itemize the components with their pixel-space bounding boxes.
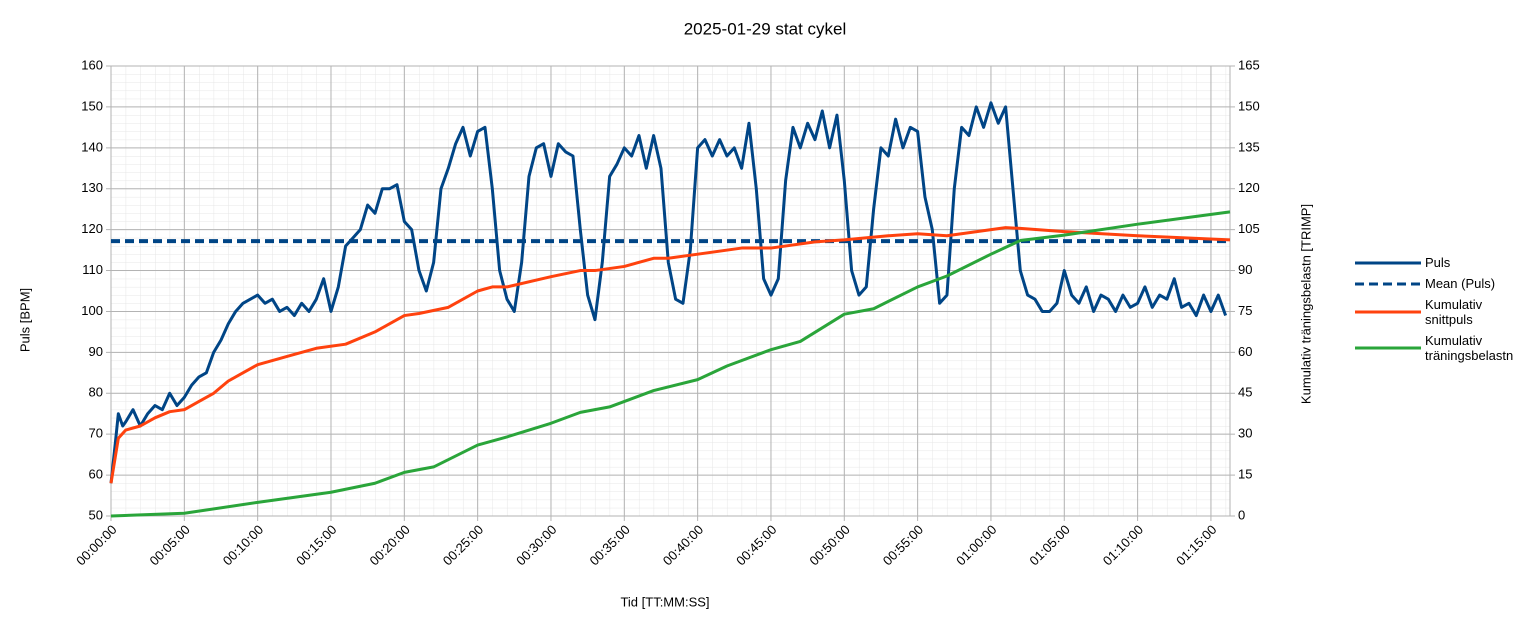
x-tick-label: 01:15:00: [1173, 522, 1219, 568]
y2-tick-label: 120: [1238, 180, 1260, 195]
y-tick-label: 110: [82, 262, 103, 277]
y-tick-label: 50: [89, 507, 103, 522]
y-tick-label: 80: [89, 385, 103, 400]
chart-title: 2025-01-29 stat cykel: [684, 19, 847, 38]
x-tick-label: 00:30:00: [513, 522, 559, 568]
y-tick-label: 150: [81, 98, 103, 113]
legend-label: Kumulativ snittpuls: [1425, 297, 1483, 327]
series-line: [109, 226, 1231, 484]
x-tick-label: 00:40:00: [660, 522, 706, 568]
x-tick-label: 00:55:00: [880, 522, 926, 568]
x-tick-label: 00:20:00: [366, 522, 412, 568]
y2-tick-label: 60: [1238, 344, 1252, 359]
y2-tick-label: 0: [1238, 507, 1245, 522]
x-tick-label: 00:15:00: [293, 522, 339, 568]
legend-entry: Kumulativ snittpuls: [1355, 297, 1530, 327]
legend-label: Kumulativ träningsbelastn: [1425, 333, 1514, 363]
y2-axis-label: Kumulativ träningsbelastn [TRIMP]: [1298, 204, 1313, 404]
y2-tick-label: 15: [1238, 467, 1252, 482]
y-tick-label: 100: [81, 303, 103, 318]
x-tick-label: 00:00:00: [73, 522, 119, 568]
y-axis-label: Puls [BPM]: [17, 288, 32, 352]
y2-tick-label: 45: [1238, 385, 1252, 400]
plot-frame: [110, 65, 1231, 517]
x-tick-label: 00:25:00: [440, 522, 486, 568]
series-line: [109, 101, 1228, 484]
legend-swatch: [1355, 346, 1421, 350]
y-tick-label: 60: [89, 467, 103, 482]
legend-entry: Mean (Puls): [1355, 276, 1530, 291]
y-tick-label: 90: [89, 344, 103, 359]
x-tick-label: 01:05:00: [1026, 522, 1072, 568]
y2-tick-label: 30: [1238, 426, 1252, 441]
y-tick-label: 130: [81, 180, 103, 195]
y2-tick-label: 165: [1238, 57, 1260, 72]
y2-tick-label: 135: [1238, 139, 1260, 154]
y-tick-label: 120: [81, 221, 103, 236]
legend-entry: Kumulativ träningsbelastn: [1355, 333, 1530, 363]
y2-tick-label: 90: [1238, 262, 1252, 277]
x-tick-label: 00:50:00: [806, 522, 852, 568]
x-axis-label: Tid [TT:MM:SS]: [620, 594, 709, 609]
legend-swatch: [1355, 282, 1421, 285]
y2-tick-label: 105: [1238, 221, 1260, 236]
x-tick-label: 00:45:00: [733, 522, 779, 568]
x-tick-label: 01:10:00: [1100, 522, 1146, 568]
legend-label: Mean (Puls): [1425, 276, 1496, 291]
legend: Puls Mean (Puls) Kumulativ snittpuls Kumula…: [1355, 255, 1530, 369]
series-line: [110, 210, 1231, 518]
legend-swatch: [1355, 261, 1421, 264]
y-tick-label: 160: [81, 57, 103, 72]
y2-tick-label: 75: [1238, 303, 1252, 318]
legend-label: Puls: [1425, 255, 1451, 270]
y-tick-label: 140: [81, 139, 103, 154]
legend-swatch: [1355, 310, 1421, 314]
x-tick-label: 01:00:00: [953, 522, 999, 568]
x-tick-label: 00:35:00: [586, 522, 632, 568]
y-tick-label: 70: [89, 426, 103, 441]
x-tick-label: 00:10:00: [220, 522, 266, 568]
y2-tick-label: 150: [1238, 98, 1260, 113]
legend-entry: Puls: [1355, 255, 1530, 270]
minor-grid: [111, 66, 1230, 516]
x-tick-label: 00:05:00: [146, 522, 192, 568]
